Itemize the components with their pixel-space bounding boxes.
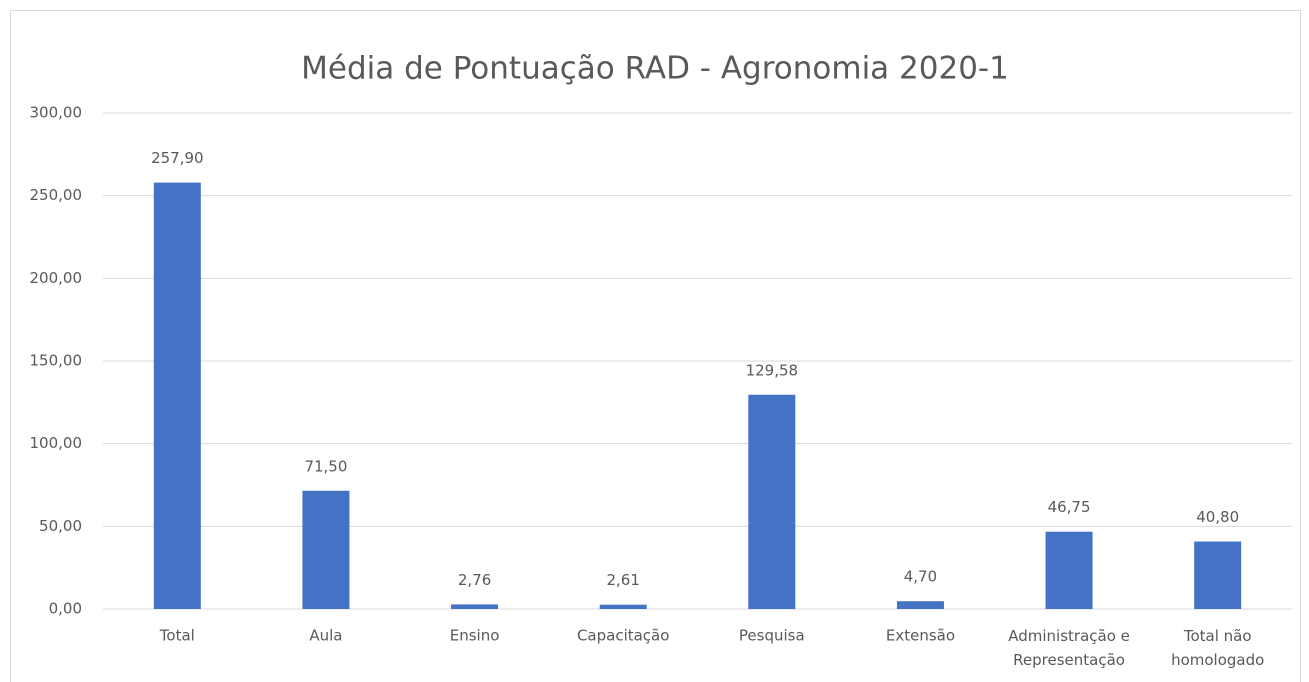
data-label: 40,80 <box>1196 508 1239 526</box>
bar <box>1194 541 1242 609</box>
x-tick-label: Administração e Representação <box>1008 627 1130 669</box>
data-label: 129,58 <box>746 361 799 379</box>
bar <box>599 604 647 609</box>
bar <box>748 394 796 609</box>
x-tick-label: Aula <box>309 627 342 645</box>
x-tick-label: Capacitação <box>577 627 669 645</box>
x-tick-label: Pesquisa <box>739 627 805 645</box>
bar <box>302 490 350 609</box>
x-tick-label: Total <box>159 627 195 645</box>
x-tick-label: Ensino <box>450 627 500 645</box>
data-label: 257,90 <box>151 149 204 167</box>
bar <box>153 182 201 609</box>
x-tick-label: Total não homologado <box>1171 627 1264 669</box>
data-label: 4,70 <box>904 568 937 586</box>
y-tick-label: 100,00 <box>30 434 83 452</box>
y-tick-label: 0,00 <box>49 600 82 618</box>
data-label: 2,76 <box>458 571 491 589</box>
y-tick-label: 50,00 <box>39 517 82 535</box>
y-tick-label: 250,00 <box>30 186 83 204</box>
y-tick-label: 300,00 <box>30 104 83 122</box>
y-tick-label: 200,00 <box>30 269 83 287</box>
x-tick-label: Extensão <box>886 627 955 645</box>
data-label: 46,75 <box>1048 498 1091 516</box>
chart-title: Média de Pontuação RAD - Agronomia 2020-… <box>301 51 1009 87</box>
data-label: 2,61 <box>606 571 639 589</box>
y-tick-label: 150,00 <box>30 352 83 370</box>
bar <box>896 601 944 609</box>
bar <box>451 604 499 609</box>
bar <box>1045 531 1093 609</box>
data-label: 71,50 <box>304 457 347 475</box>
chart-frame <box>10 10 1301 682</box>
